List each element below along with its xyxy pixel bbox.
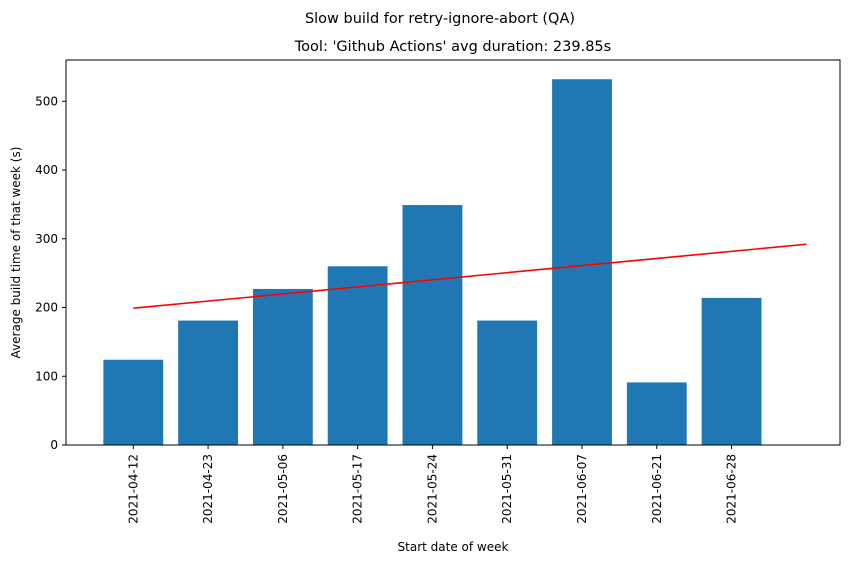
plot-frame bbox=[65, 59, 841, 446]
bar-2021-05-17 bbox=[327, 266, 388, 445]
x-tick-label: 2021-04-12 bbox=[126, 454, 140, 524]
x-tick-label: 2021-06-28 bbox=[725, 454, 739, 524]
x-tick-label: 2021-05-17 bbox=[351, 454, 365, 524]
x-axis: 2021-04-12 2021-04-23 2021-05-06 2021-05-17… bbox=[126, 445, 739, 524]
bar-2021-04-12 bbox=[103, 359, 164, 445]
trend-line-group bbox=[133, 243, 807, 309]
x-tick-label: 2021-05-06 bbox=[276, 454, 290, 524]
x-tick-label: 2021-05-31 bbox=[500, 454, 514, 524]
y-tick-label: 400 bbox=[35, 163, 58, 177]
y-tick-label: 200 bbox=[35, 301, 58, 315]
bar-2021-06-21 bbox=[626, 382, 687, 445]
bars-group bbox=[103, 79, 762, 445]
y-axis-label: Average build time of that week (s) bbox=[9, 147, 23, 359]
bar-2021-04-23 bbox=[178, 320, 238, 445]
trend-line bbox=[133, 243, 807, 309]
chart-suptitle: Slow build for retry-ignore-abort (QA) bbox=[305, 11, 575, 27]
x-tick-label: 2021-06-21 bbox=[650, 454, 664, 524]
y-tick-label: 0 bbox=[50, 438, 58, 452]
x-tick-label: 2021-06-07 bbox=[575, 454, 589, 524]
y-tick-label: 500 bbox=[35, 94, 58, 108]
x-tick-label: 2021-05-24 bbox=[425, 454, 439, 524]
bar-2021-05-06 bbox=[252, 288, 313, 445]
y-tick-label: 300 bbox=[35, 232, 58, 246]
chart-title: Tool: 'Github Actions' avg duration: 239… bbox=[294, 39, 611, 55]
bar-2021-06-28 bbox=[701, 297, 762, 445]
y-axis: 0 100 200 300 400 500 bbox=[35, 94, 66, 452]
bar-2021-05-31 bbox=[477, 320, 538, 445]
bar-2021-05-24 bbox=[402, 205, 463, 445]
y-tick-label: 100 bbox=[35, 369, 58, 383]
x-axis-label: Start date of week bbox=[398, 540, 509, 554]
x-tick-label: 2021-04-23 bbox=[201, 454, 215, 524]
bar-2021-06-07 bbox=[552, 79, 612, 445]
